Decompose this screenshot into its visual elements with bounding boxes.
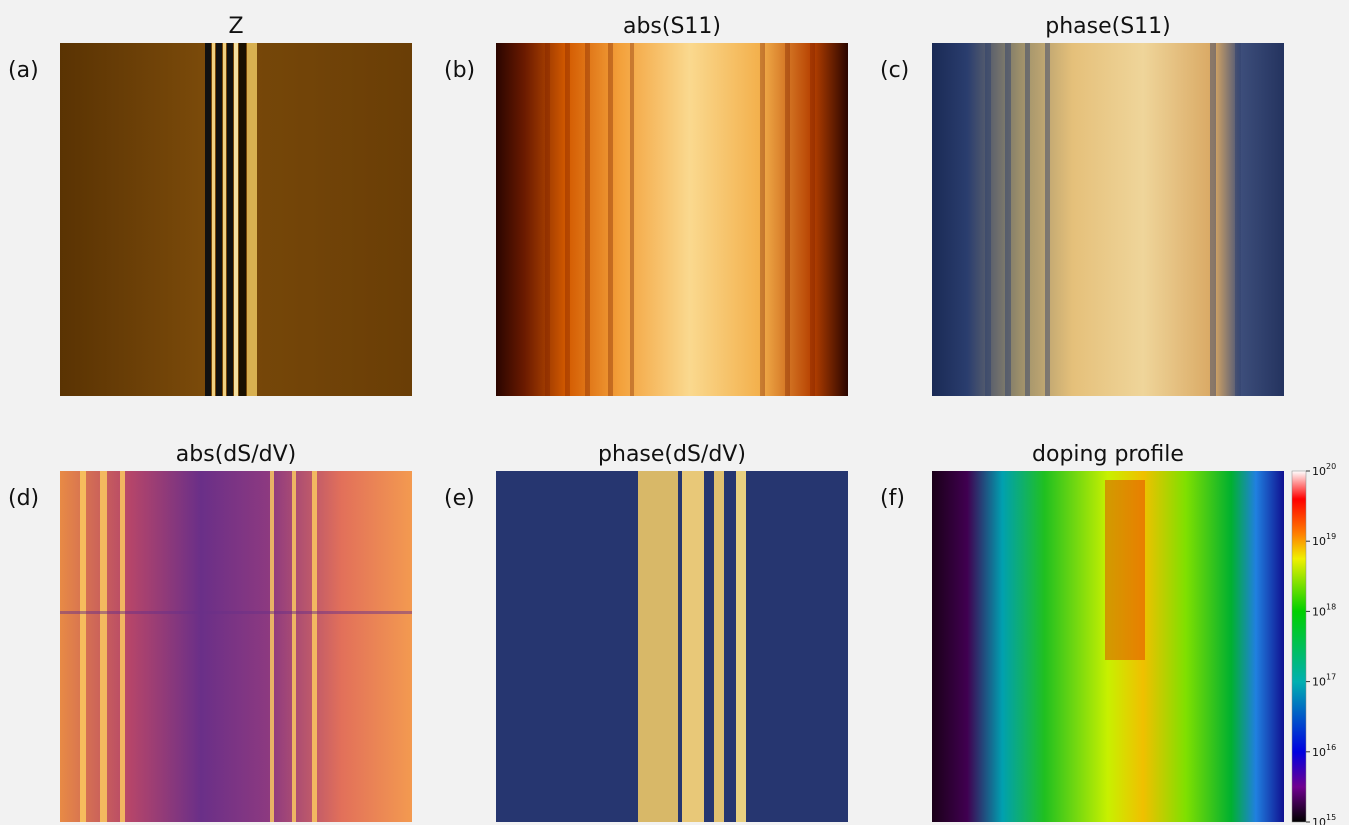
colorbar — [1291, 470, 1307, 823]
tick-exponent: 18 — [1326, 602, 1336, 611]
panel-title: abs(S11) — [623, 14, 721, 39]
tick-base: 10 — [1312, 605, 1326, 618]
panel-title: Z — [228, 14, 243, 39]
tick-base: 10 — [1312, 746, 1326, 759]
image-d — [60, 471, 412, 822]
image-b — [496, 43, 848, 396]
colorbar-tick-label: 1017 — [1312, 673, 1336, 689]
tick-exponent: 15 — [1326, 813, 1336, 822]
image-c — [932, 43, 1284, 396]
colorbar-tick-label: 1016 — [1312, 743, 1336, 759]
colorbar-tick-label: 1020 — [1312, 462, 1336, 478]
tick-exponent: 19 — [1326, 532, 1336, 541]
panel-title: doping profile — [1032, 442, 1184, 467]
tick-exponent: 20 — [1326, 462, 1336, 471]
tick-base: 10 — [1312, 816, 1326, 825]
panel-label: (f) — [880, 486, 905, 511]
panel-label: (a) — [8, 58, 39, 83]
tick-base: 10 — [1312, 535, 1326, 548]
panel-title: phase(dS/dV) — [598, 442, 746, 467]
colorbar-tick-label: 1018 — [1312, 602, 1336, 618]
panel-label: (b) — [444, 58, 475, 83]
tick-base: 10 — [1312, 676, 1326, 689]
panel-label: (d) — [8, 486, 39, 511]
tick-base: 10 — [1312, 465, 1326, 478]
tick-exponent: 17 — [1326, 673, 1336, 682]
image-f — [932, 471, 1284, 822]
panel-title: phase(S11) — [1045, 14, 1171, 39]
image-a — [60, 43, 412, 396]
image-e — [496, 471, 848, 822]
tick-exponent: 16 — [1326, 743, 1336, 752]
colorbar-tick-label: 1015 — [1312, 813, 1336, 825]
panel-label: (c) — [880, 58, 909, 83]
colorbar-tick-label: 1019 — [1312, 532, 1336, 548]
panel-title: abs(dS/dV) — [176, 442, 296, 467]
panel-label: (e) — [444, 486, 475, 511]
